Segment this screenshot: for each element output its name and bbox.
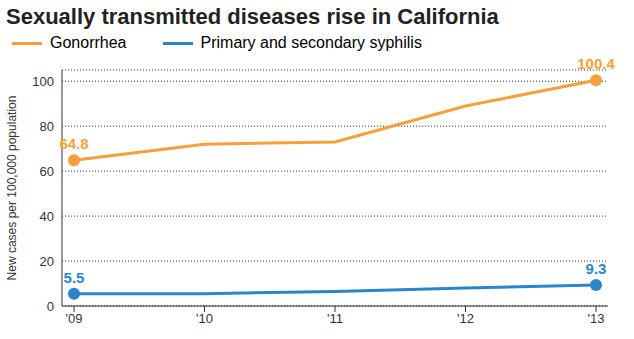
svg-text:9.3: 9.3	[586, 260, 607, 277]
svg-text:60: 60	[40, 164, 54, 179]
svg-text:0: 0	[47, 299, 54, 314]
svg-text:100.4: 100.4	[577, 55, 615, 72]
svg-text:'09: '09	[66, 311, 83, 326]
svg-text:5.5: 5.5	[64, 269, 85, 286]
svg-text:80: 80	[40, 119, 54, 134]
svg-text:64.8: 64.8	[59, 135, 88, 152]
svg-text:40: 40	[40, 209, 54, 224]
html-text:Sexually transmitted diseases: Sexually transmitted diseases rise in Ca…	[6, 4, 499, 29]
svg-text:100: 100	[32, 74, 54, 89]
svg-text:'12: '12	[457, 311, 474, 326]
svg-text:'10: '10	[196, 311, 213, 326]
html-text:Primary and secondary syphilis: Primary and secondary syphilis	[200, 34, 422, 51]
svg-text:'11: '11	[327, 311, 343, 326]
svg-text:New cases per 100,000 populati: New cases per 100,000 population	[8, 96, 19, 281]
svg-text:'13: '13	[588, 311, 605, 326]
svg-text:20: 20	[40, 254, 54, 269]
html-text:Gonorrhea: Gonorrhea	[50, 34, 127, 51]
